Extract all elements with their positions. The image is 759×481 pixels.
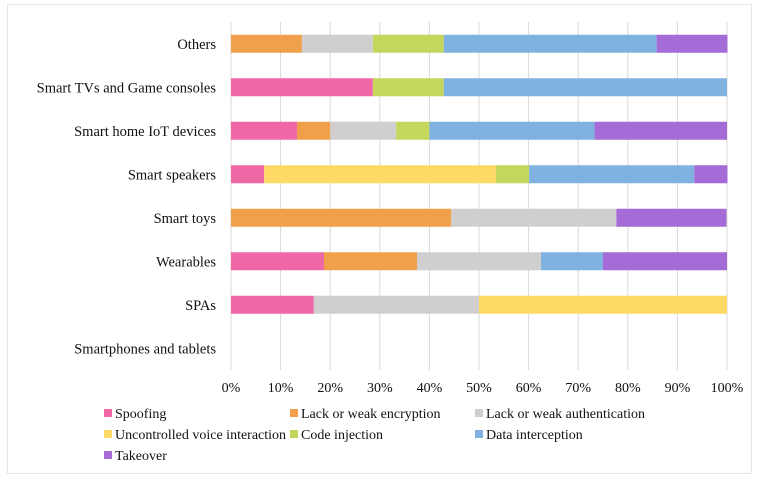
bar-segment — [529, 165, 695, 184]
category-label: Smart speakers — [128, 167, 217, 183]
legend-label: Lack or weak encryption — [301, 407, 441, 422]
x-tick-label: 80% — [615, 381, 641, 396]
bar-segment — [231, 295, 314, 314]
legend-swatch — [475, 430, 483, 438]
bar-segment — [231, 208, 452, 227]
legend-label: Spoofing — [115, 407, 166, 422]
bar-segment — [451, 208, 617, 227]
category-label: Smart home IoT devices — [74, 124, 216, 140]
legend-label: Lack or weak authentication — [486, 407, 645, 422]
bar-segment — [479, 295, 727, 314]
legend-swatch — [104, 451, 112, 459]
bar-segment — [231, 34, 302, 53]
x-tick-label: 90% — [665, 381, 691, 396]
category-label: Smart TVs and Game consoles — [37, 80, 217, 96]
bar-segment — [231, 78, 373, 97]
bar-segment — [495, 165, 530, 184]
bar-segment — [429, 121, 595, 140]
bar-segment — [443, 34, 657, 53]
category-label: SPAs — [185, 298, 216, 314]
bar-segment — [324, 252, 417, 271]
legend-label: Data interception — [486, 428, 583, 443]
category-label: Others — [177, 37, 216, 53]
bar-segment — [231, 121, 297, 140]
x-tick-label: 30% — [367, 381, 393, 396]
x-tick-label: 40% — [417, 381, 443, 396]
bar-segment — [694, 165, 728, 184]
legend-label: Takeover — [115, 449, 167, 464]
bar-segment — [372, 78, 444, 97]
bar-segment — [231, 252, 324, 271]
legend-swatch — [475, 409, 483, 417]
category-label: Smart toys — [154, 211, 217, 227]
legend-label: Uncontrolled voice interaction — [115, 428, 286, 443]
bar-segment — [330, 121, 397, 140]
x-tick-label: 70% — [565, 381, 591, 396]
bar-segment — [417, 252, 541, 271]
bar-segment — [296, 121, 331, 140]
x-tick-label: 10% — [268, 381, 294, 396]
bar-segment — [396, 121, 430, 140]
bar-segment — [313, 295, 479, 314]
bar-segment — [603, 252, 727, 271]
x-tick-label: 100% — [711, 381, 744, 396]
bar-segment — [301, 34, 373, 53]
legend-label: Code injection — [301, 428, 383, 443]
legend-swatch — [290, 430, 298, 438]
x-tick-label: 50% — [466, 381, 492, 396]
legend-swatch — [104, 430, 112, 438]
bar-segment — [594, 121, 727, 140]
bar-segment — [541, 252, 603, 271]
legend-swatch — [290, 409, 298, 417]
category-label: Wearables — [156, 254, 216, 270]
legend-swatch — [104, 409, 112, 417]
x-tick-label: 0% — [222, 381, 241, 396]
category-label: Smartphones and tablets — [74, 341, 216, 357]
bar-segment — [616, 208, 727, 227]
bar-segment — [656, 34, 728, 53]
bar-segment — [231, 165, 265, 184]
x-tick-label: 60% — [516, 381, 542, 396]
x-tick-label: 20% — [317, 381, 343, 396]
bar-segment — [264, 165, 496, 184]
bar-segment — [443, 78, 727, 97]
bar-segment — [372, 34, 444, 53]
